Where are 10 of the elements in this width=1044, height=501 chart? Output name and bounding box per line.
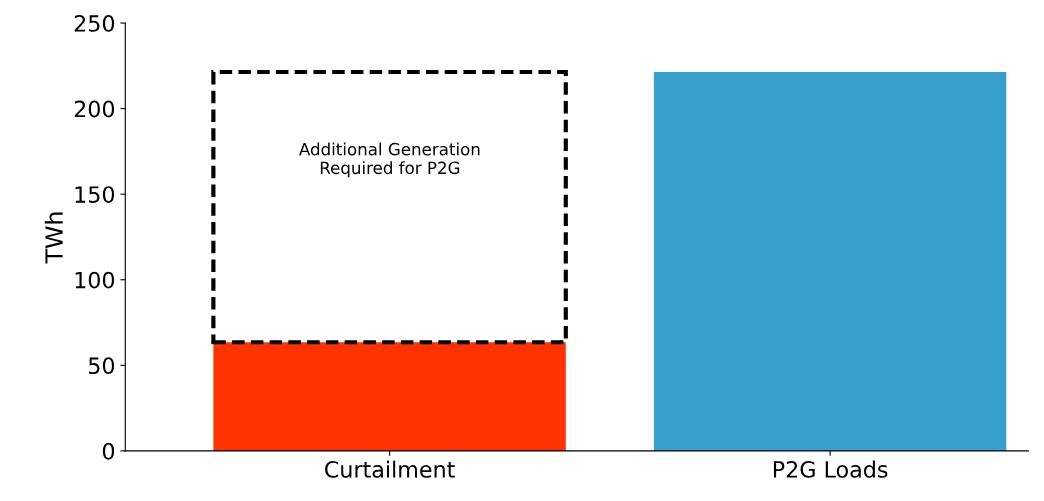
y-tick-label: 250 [74, 15, 115, 32]
annotation: Additional Generation Required for P2G [299, 142, 480, 178]
y-tick-label: 200 [74, 100, 115, 118]
x-tick-label: Curtailment [325, 460, 455, 478]
y-tick-label: 50 [89, 357, 115, 375]
y-axis-title: TWh [44, 212, 63, 264]
y-tick-label: 100 [75, 271, 115, 289]
x-tick-label: P2G Loads [773, 460, 888, 478]
y-tick-label: 0 [102, 442, 115, 460]
y-tick-label: 150 [75, 186, 115, 203]
